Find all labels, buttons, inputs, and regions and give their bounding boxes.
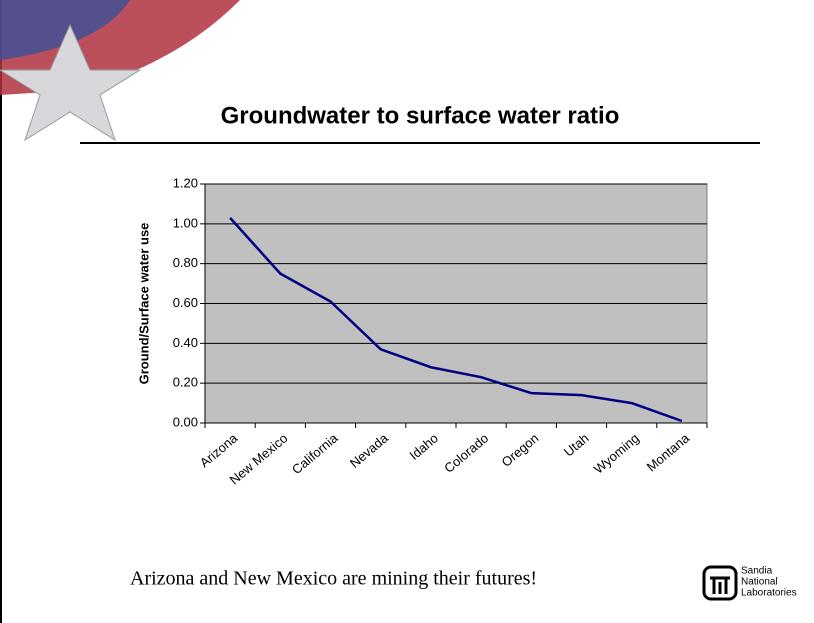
data-line — [229, 217, 683, 423]
y-axis-label: Ground/Surface water use — [136, 223, 151, 385]
logo-text: Sandia — [741, 566, 773, 577]
logo-glyph — [710, 576, 730, 594]
star — [0, 23, 142, 142]
y-tick-label: 0.20 — [173, 375, 198, 390]
logo-mark — [702, 565, 738, 601]
swoosh-blue — [0, 0, 130, 60]
logo: Sandia National Laboratories — [702, 565, 797, 601]
y-tick-label: 1.00 — [173, 215, 198, 230]
logo-text: Laboratories — [741, 588, 797, 599]
y-tick-label: 0.00 — [173, 414, 198, 429]
logo-text: National — [741, 577, 778, 588]
y-tick-label: 1.20 — [173, 175, 198, 190]
y-tick-label: 0.40 — [173, 335, 198, 350]
star-decoration — [0, 0, 240, 142]
y-tick-label: 0.80 — [173, 255, 198, 270]
y-tick-label: 0.60 — [173, 295, 198, 310]
chart: 0.00 0.20 0.40 0.60 0.80 1.00 1.20 Ground/Surfa… — [136, 175, 708, 487]
chart-title: Groundwater to surface water ratio — [221, 102, 620, 129]
caption: Arizona and New Mexico are mining their … — [130, 568, 537, 590]
